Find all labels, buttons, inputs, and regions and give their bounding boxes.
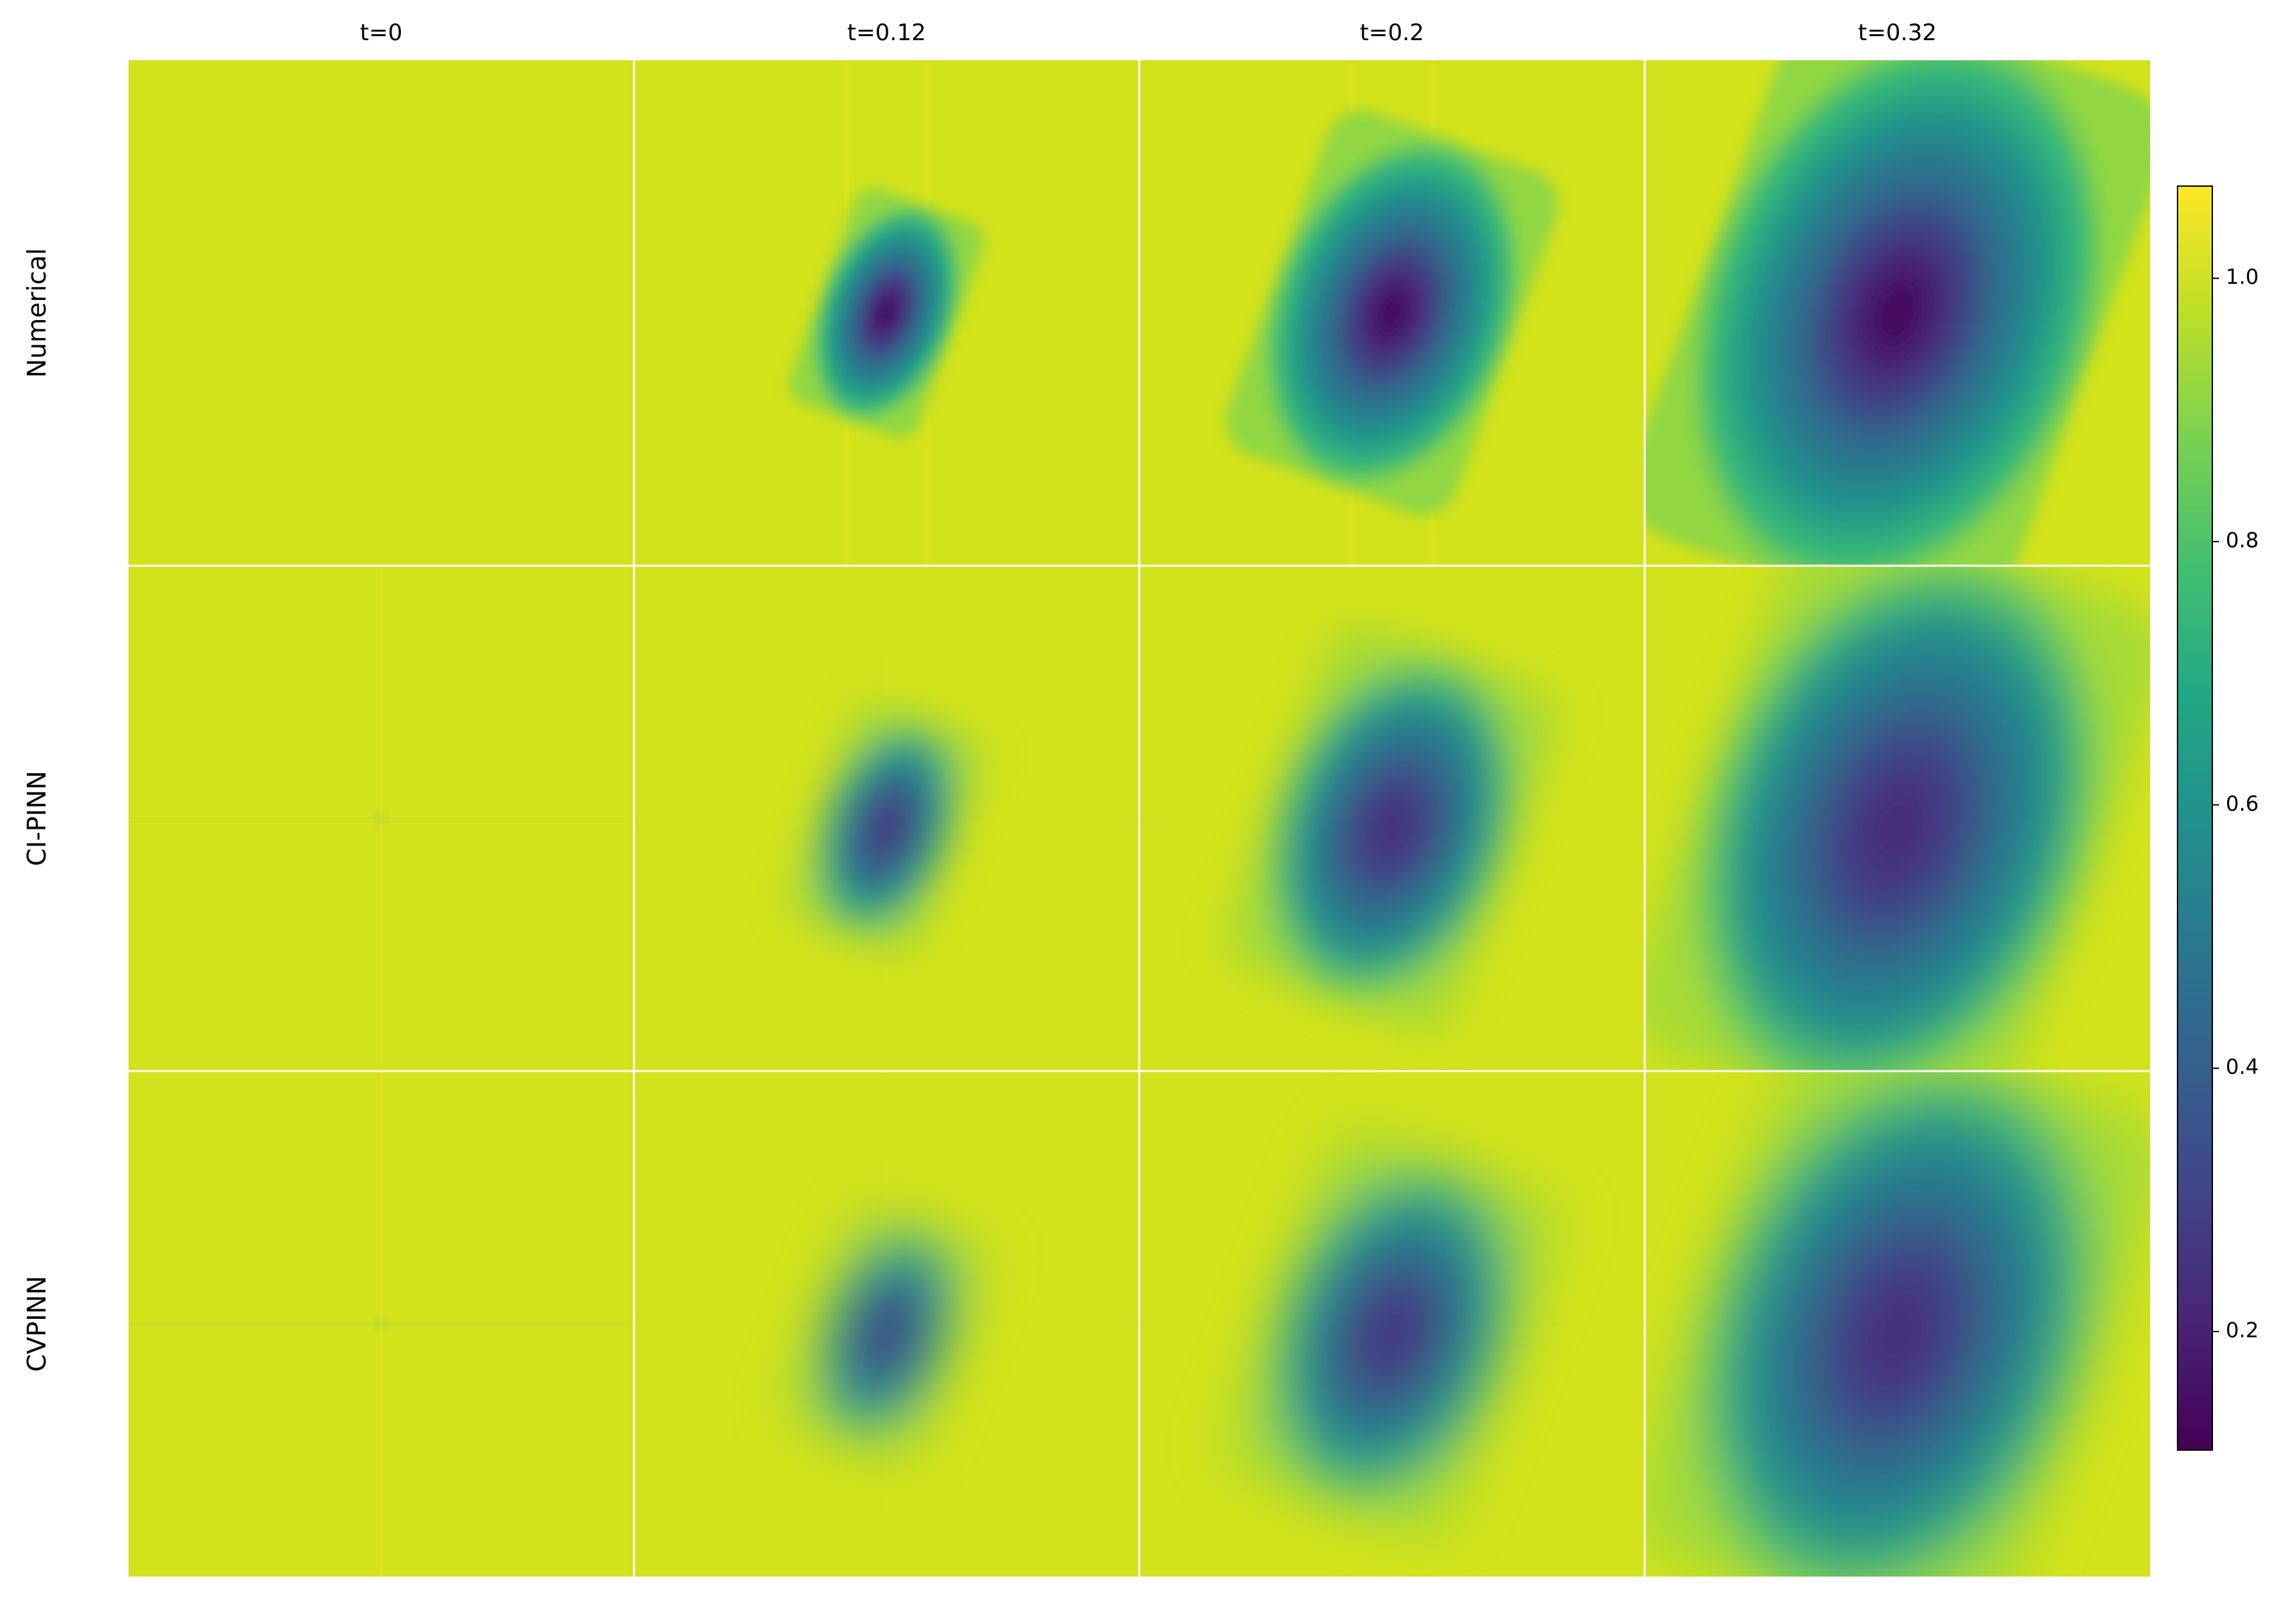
field-blob [1645, 566, 2150, 1071]
panel [129, 60, 634, 566]
field-blob [1226, 626, 1558, 1031]
field-blob [1645, 60, 2150, 566]
panel [1139, 1071, 1645, 1577]
panel-background [129, 60, 634, 566]
colorbar-tick-label: 0.4 [2226, 1055, 2259, 1079]
field-blob [1226, 110, 1558, 515]
artifact [377, 1320, 386, 1328]
column-title: t=0.2 [1360, 19, 1424, 46]
colorbar-tick-label: 0.2 [2226, 1319, 2259, 1343]
row-label: CI-PINN [22, 771, 52, 866]
panel [1645, 60, 2150, 566]
field-blob [1226, 1131, 1558, 1536]
panel [634, 60, 1139, 566]
row-label: Numerical [22, 248, 52, 378]
field-blob [789, 188, 984, 438]
field-blob [789, 704, 984, 953]
artifact [377, 814, 386, 823]
panel [1645, 1071, 2150, 1577]
column-title: t=0.12 [847, 19, 926, 46]
field-blob [789, 1209, 984, 1459]
column-title: t=0.32 [1858, 19, 1937, 46]
panel [1645, 566, 2150, 1071]
panel [634, 566, 1139, 1071]
colorbar-tick-label: 0.6 [2226, 792, 2259, 816]
panel [129, 566, 634, 1071]
panel [1139, 566, 1645, 1071]
panel [1139, 60, 1645, 566]
colorbar [2177, 185, 2213, 1451]
panel [129, 1071, 634, 1577]
row-label: CVPINN [22, 1276, 52, 1372]
panel [634, 1071, 1139, 1577]
colorbar-tick-label: 0.8 [2226, 529, 2259, 553]
column-title: t=0 [360, 19, 402, 46]
colorbar-tick-label: 1.0 [2226, 265, 2259, 289]
field-blob [1645, 1071, 2150, 1577]
